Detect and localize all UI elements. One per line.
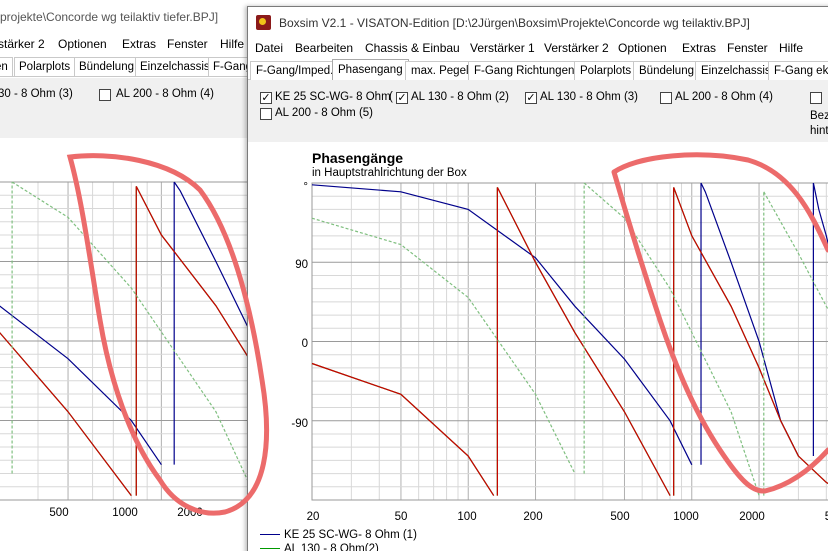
xtick-200: 200 [523, 511, 543, 523]
checkbox-ke25[interactable]: ✓ [260, 92, 272, 104]
back-checkbox-panel: 30 - 8 Ohm (3) AL 200 - 8 Ohm (4) [0, 78, 252, 138]
checkbox-al130-2[interactable]: ✓ [396, 92, 408, 104]
tab-einzelchassis[interactable]: Einzelchassis [695, 61, 777, 80]
tab-fgang-imped[interactable]: F-Gang/Imped. [250, 61, 340, 80]
series-line-0 [311, 184, 693, 466]
boxsim-app-icon [256, 15, 271, 30]
ytick-90: 90 [295, 259, 308, 271]
check-paren: ( [389, 91, 393, 103]
back-checkbox-al200-4[interactable] [99, 89, 111, 101]
menu-chassis-einbau[interactable]: Chassis & Einbau [365, 41, 460, 55]
back-tabbar: en Polarplots Bündelung Einzelchassis F-… [0, 57, 252, 77]
series-line-0 [700, 182, 799, 457]
series-line-3 [583, 182, 760, 496]
front-menubar: Datei Bearbeiten Chassis & Einbau Verstä… [248, 38, 828, 62]
legend-label-al130-2: AL 130 - 8 Ohm(2) [284, 543, 379, 551]
cut-label-hint: hint [810, 125, 828, 137]
front-window-titlebar[interactable]: Boxsim V2.1 - VISATON-Edition [D:\2Jürge… [248, 7, 828, 38]
menu-fenster[interactable]: Fenster [727, 41, 768, 55]
back-tab-fgang[interactable]: F-Gang [208, 57, 252, 76]
back-xtick-500: 500 [49, 507, 69, 519]
back-tab-einzelchassis[interactable]: Einzelchassis [135, 57, 215, 76]
series-line-3 [311, 217, 576, 474]
series-line-3 [763, 191, 828, 311]
menu-bearbeiten[interactable]: Bearbeiten [295, 41, 354, 55]
tab-max-pegel[interactable]: max. Pegel [405, 61, 475, 80]
back-check-label-al200-4: AL 200 - 8 Ohm (4) [116, 88, 215, 100]
back-tab-polarplots[interactable]: Polarplots [14, 57, 76, 76]
chart-subtitle: in Hauptstrahlrichtung der Box [312, 167, 467, 179]
tab-fgang-eko[interactable]: F-Gang eko [768, 61, 828, 80]
back-menu-verstaerker2[interactable]: stärker 2 [0, 37, 45, 51]
back-menu-hilfe[interactable]: Hilfe [220, 37, 245, 51]
tab-polarplots[interactable]: Polarplots [574, 61, 638, 80]
back-window-titlebar[interactable]: projekte\Concorde wg teilaktiv tiefer.BP… [0, 0, 252, 32]
menu-verstaerker2[interactable]: Verstärker 2 [544, 41, 609, 55]
back-xtick-2000: 2000 [177, 507, 203, 519]
legend-label-ke25: KE 25 SC-WG- 8 Ohm (1) [284, 529, 417, 541]
series-line-3 [11, 181, 252, 492]
phase-chart [311, 182, 828, 501]
xtick-50: 50 [394, 511, 408, 523]
back-menu-fenster[interactable]: Fenster [167, 37, 208, 51]
checkbox-al200-5[interactable] [260, 108, 272, 120]
menu-verstaerker1[interactable]: Verstärker 1 [470, 41, 535, 55]
legend-ke25: KE 25 SC-WG- 8 Ohm (1) [260, 529, 417, 541]
check-label-al200-4: AL 200 - 8 Ohm (4) [675, 91, 774, 103]
back-menu-extras[interactable]: Extras [122, 37, 157, 51]
front-window[interactable]: Boxsim V2.1 - VISATON-Edition [D:\2Jürge… [247, 6, 828, 551]
front-window-title: Boxsim V2.1 - VISATON-Edition [D:\2Jürge… [279, 16, 750, 30]
tab-fgang-richtungen[interactable]: F-Gang Richtungen [468, 61, 581, 80]
xtick-2000: 2000 [739, 511, 765, 523]
checkbox-al200-4[interactable] [660, 92, 672, 104]
tab-phasengang[interactable]: Phasengang [332, 59, 409, 80]
xtick-20: 20 [306, 511, 320, 523]
back-xtick-1000: 1000 [112, 507, 138, 519]
xtick-5000: 5 [808, 511, 828, 523]
back-check-label-al130-3: 30 - 8 Ohm (3) [0, 88, 73, 100]
checkbox-panel: ✓ KE 25 SC-WG- 8 Ohm ( ✓ AL 130 - 8 Ohm … [248, 80, 828, 142]
check-label-ke25: KE 25 SC-WG- 8 Ohm [275, 91, 391, 103]
check-label-al130-3: AL 130 - 8 Ohm (3) [540, 91, 639, 103]
legend-swatch-ke25 [260, 534, 280, 536]
back-menu-optionen[interactable]: Optionen [58, 37, 107, 51]
menu-optionen[interactable]: Optionen [618, 41, 667, 55]
series-line-0 [812, 182, 828, 246]
check-label-al130-2: AL 130 - 8 Ohm (2) [411, 91, 510, 103]
series-line-1 [311, 362, 495, 496]
back-tab-buendelung[interactable]: Bündelung [74, 57, 139, 76]
ytick-deg: ° [303, 181, 308, 193]
back-window[interactable]: projekte\Concorde wg teilaktiv tiefer.BP… [0, 0, 252, 551]
menu-datei[interactable]: Datei [255, 41, 284, 55]
back-window-title: projekte\Concorde wg teilaktiv tiefer.BP… [0, 10, 219, 24]
menu-extras[interactable]: Extras [682, 41, 717, 55]
xtick-500: 500 [610, 511, 630, 523]
chart-title: Phasengänge [312, 150, 404, 166]
series-line-2 [311, 362, 495, 496]
xtick-100: 100 [457, 511, 477, 523]
checkbox-al130-3[interactable]: ✓ [525, 92, 537, 104]
checkbox-cut-right[interactable] [810, 92, 822, 104]
series-line-0 [173, 181, 252, 337]
ytick-0: 0 [301, 338, 308, 350]
series-line-0 [0, 305, 162, 466]
legend-swatch-al130-2 [260, 548, 280, 550]
ytick-minus-90: -90 [291, 418, 308, 430]
menu-hilfe[interactable]: Hilfe [779, 41, 804, 55]
xtick-1000: 1000 [673, 511, 699, 523]
check-label-al200-5: AL 200 - 8 Ohm (5) [275, 107, 374, 119]
cut-label-bez: Bez [810, 110, 828, 122]
front-tabbar: F-Gang/Imped. Phasengang max. Pegel F-Ga… [248, 59, 828, 80]
back-tab-cut[interactable]: en [0, 57, 13, 76]
plot-frame [311, 182, 828, 501]
back-menubar: stärker 2 Optionen Extras Fenster Hilfe [0, 32, 252, 56]
legend-al130-2: AL 130 - 8 Ohm(2) [260, 543, 379, 551]
back-phase-chart [0, 181, 252, 501]
